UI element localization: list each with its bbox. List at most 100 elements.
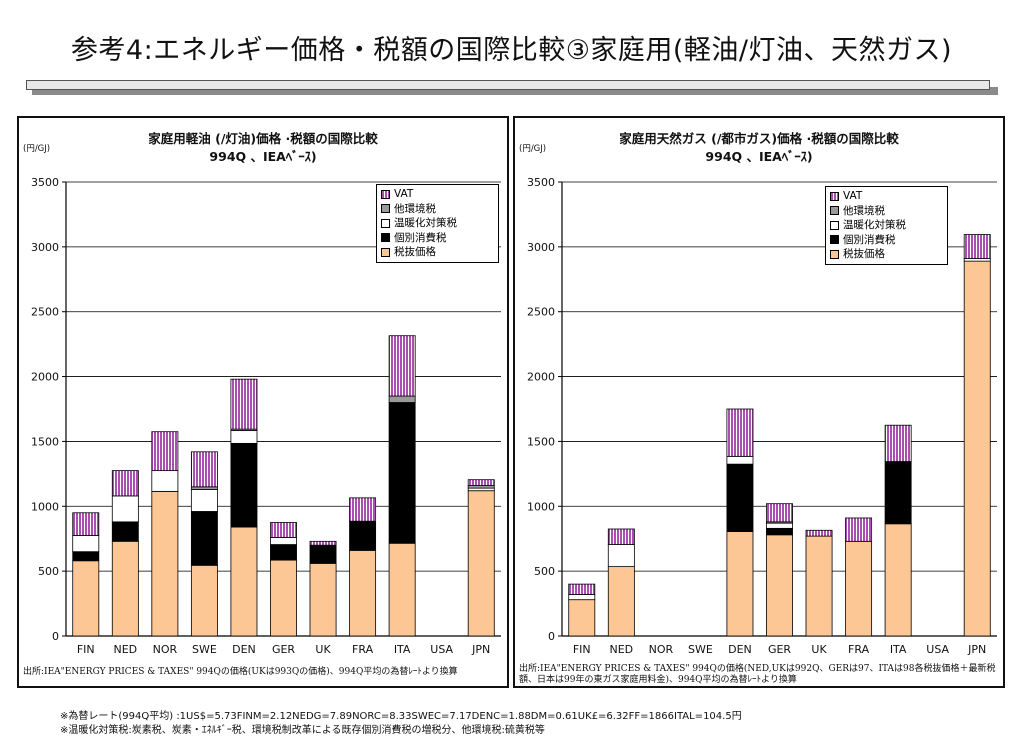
legend-swatch-excise-tax: [830, 235, 839, 245]
bar-segment-pre-tax-price: [884, 523, 912, 637]
bar-segment-excise-tax: [309, 544, 337, 564]
legend-item-excise-tax: 個別消費税: [830, 233, 943, 248]
y-tick-label: 1500: [527, 435, 555, 448]
bar-segment-excise-tax: [884, 461, 912, 525]
y-tick-label: 2000: [527, 371, 555, 384]
y-tick-label: 2500: [31, 306, 59, 319]
bar-segment-vat: [884, 424, 912, 462]
legend-swatch-vat: [381, 189, 390, 199]
bar-segment-excise-tax: [230, 442, 258, 528]
title-underline: [26, 80, 990, 90]
bar-segment-pre-tax-price: [467, 490, 495, 637]
bar-segment-vat: [270, 522, 297, 538]
x-tick-label: NED: [113, 643, 137, 656]
bar-segment-warming-tax: [726, 455, 754, 465]
y-tick-label: 3000: [31, 241, 59, 254]
x-tick-label: DEN: [232, 643, 256, 656]
bar-segment-pre-tax-price: [270, 559, 297, 637]
bar-segment-warming-tax: [230, 430, 258, 444]
x-tick-label: FIN: [573, 643, 591, 656]
x-tick-label: GER: [272, 643, 295, 656]
chart-source: 出所:IEA"ENERGY PRICES & TAXES" 994Qの価格(NE…: [519, 664, 996, 685]
chart-subtitle: 994Q 、IEAﾍﾞｰｽ): [705, 149, 813, 164]
legend-swatch-other-env-tax: [830, 206, 839, 216]
bar-segment-warming-tax: [766, 522, 793, 529]
y-tick-label: 1000: [31, 500, 59, 513]
bar-segment-pre-tax-price: [190, 564, 218, 637]
y-tick-label: 2500: [527, 306, 555, 319]
bar-segment-vat: [230, 378, 258, 430]
x-tick-label: JPN: [471, 643, 490, 656]
bar-segment-vat: [726, 408, 754, 457]
footnotes: ※為替レート(994Q平均) :1US$=5.73FINM=2.12NEDG=7…: [60, 710, 742, 738]
bar-segment-vat: [111, 470, 139, 497]
footnote-tax-definitions: ※温暖化対策税:炭素税、炭素・ｴﾈﾙｷﾞｰ税、環境税制改革による既存個別消費税の…: [60, 725, 545, 736]
chart-legend: VAT 他環境税 温暖化対策税 個別消費税 税抜価格: [376, 184, 499, 263]
legend-item-warming-tax: 温暖化対策税: [830, 218, 943, 233]
y-tick-label: 0: [52, 630, 59, 643]
bar-segment-pre-tax-price: [309, 562, 337, 637]
x-tick-label: UK: [811, 643, 827, 656]
y-tick-label: 1000: [527, 500, 555, 513]
bar-segment-pre-tax-price: [230, 526, 258, 637]
legend-item-pre-tax-price: 税抜価格: [830, 247, 943, 262]
y-unit-label: (円/GJ): [519, 144, 547, 154]
bar-segment-vat: [190, 451, 218, 488]
bar-segment-vat: [845, 517, 873, 542]
x-tick-label: SWE: [192, 643, 217, 656]
legend-label: 税抜価格: [843, 248, 885, 260]
x-tick-label: NOR: [153, 643, 178, 656]
x-tick-label: SWE: [688, 643, 713, 656]
bar-segment-warming-tax: [190, 489, 218, 512]
legend-swatch-other-env-tax: [381, 204, 390, 214]
bar-segment-pre-tax-price: [72, 560, 100, 637]
bar-segment-warming-tax: [270, 537, 297, 545]
x-tick-label: UK: [315, 643, 331, 656]
x-tick-label: ITA: [890, 643, 907, 656]
x-tick-label: JPN: [967, 643, 986, 656]
y-unit-label: (円/GJ): [23, 144, 51, 154]
bar-segment-pre-tax-price: [766, 534, 793, 637]
bar-segment-pre-tax-price: [607, 566, 635, 637]
legend-label: 個別消費税: [394, 231, 447, 244]
legend-swatch-pre-tax-price: [830, 249, 839, 259]
bar-segment-pre-tax-price: [349, 549, 377, 637]
y-tick-label: 500: [38, 565, 59, 578]
bar-segment-warming-tax: [72, 535, 100, 553]
legend-item-excise-tax: 個別消費税: [381, 231, 494, 246]
legend-item-warming-tax: 温暖化対策税: [381, 216, 494, 231]
x-tick-label: USA: [926, 643, 949, 656]
bar-segment-vat: [766, 503, 793, 523]
y-tick-label: 500: [534, 565, 555, 578]
bar-segment-warming-tax: [111, 495, 139, 523]
legend-label: 個別消費税: [843, 233, 896, 246]
legend-swatch-excise-tax: [381, 233, 390, 243]
legend-item-pre-tax-price: 税抜価格: [381, 245, 494, 260]
y-tick-label: 2000: [31, 371, 59, 384]
chart-panel-kerosene: 0 500 1000 1500 2000 2500 3000 3500 FIN NED NOR SWE…: [17, 116, 509, 688]
legend-label: 温暖化対策税: [843, 219, 906, 231]
chart-legend: VAT 他環境税 温暖化対策税 個別消費税 税抜価格: [825, 186, 948, 265]
legend-swatch-pre-tax-price: [381, 247, 390, 257]
bar-segment-pre-tax-price: [111, 540, 139, 637]
chart-subtitle: 994Q 、IEAﾍﾞｰｽ): [209, 149, 317, 164]
chart-panel-natural-gas: 0 500 1000 1500 2000 2500 3000 3500 FIN NED NOR SWE…: [513, 116, 1005, 688]
bar-segment-vat: [607, 528, 635, 545]
footnote-exchange-rate: ※為替レート(994Q平均) :1US$=5.73FINM=2.12NEDG=7…: [60, 711, 742, 722]
page-title: 参考4:エネルギー価格・税額の国際比較③家庭用(軽油/灯油、天然ガス): [70, 35, 953, 66]
x-tick-label: NED: [609, 643, 633, 656]
x-tick-label: ITA: [394, 643, 411, 656]
legend-label: 温暖化対策税: [394, 217, 457, 229]
legend-item-vat: VAT: [830, 189, 943, 204]
y-tick-label: 3500: [527, 176, 555, 189]
bar-segment-other-env-tax: [388, 395, 416, 403]
bar-segment-excise-tax: [726, 463, 754, 532]
legend-item-vat: VAT: [381, 187, 494, 202]
legend-label: 税抜価格: [394, 246, 436, 258]
bar-segment-excise-tax: [766, 527, 793, 536]
y-tick-label: 0: [548, 630, 555, 643]
chart-title: 家庭用天然ガス (/都市ガス)価格 ·税額の国際比較: [619, 131, 899, 146]
chart-title: 家庭用軽油 (/灯油)価格 ·税額の国際比較: [148, 131, 378, 146]
bar-segment-pre-tax-price: [805, 535, 833, 637]
bar-segment-excise-tax: [72, 551, 100, 562]
